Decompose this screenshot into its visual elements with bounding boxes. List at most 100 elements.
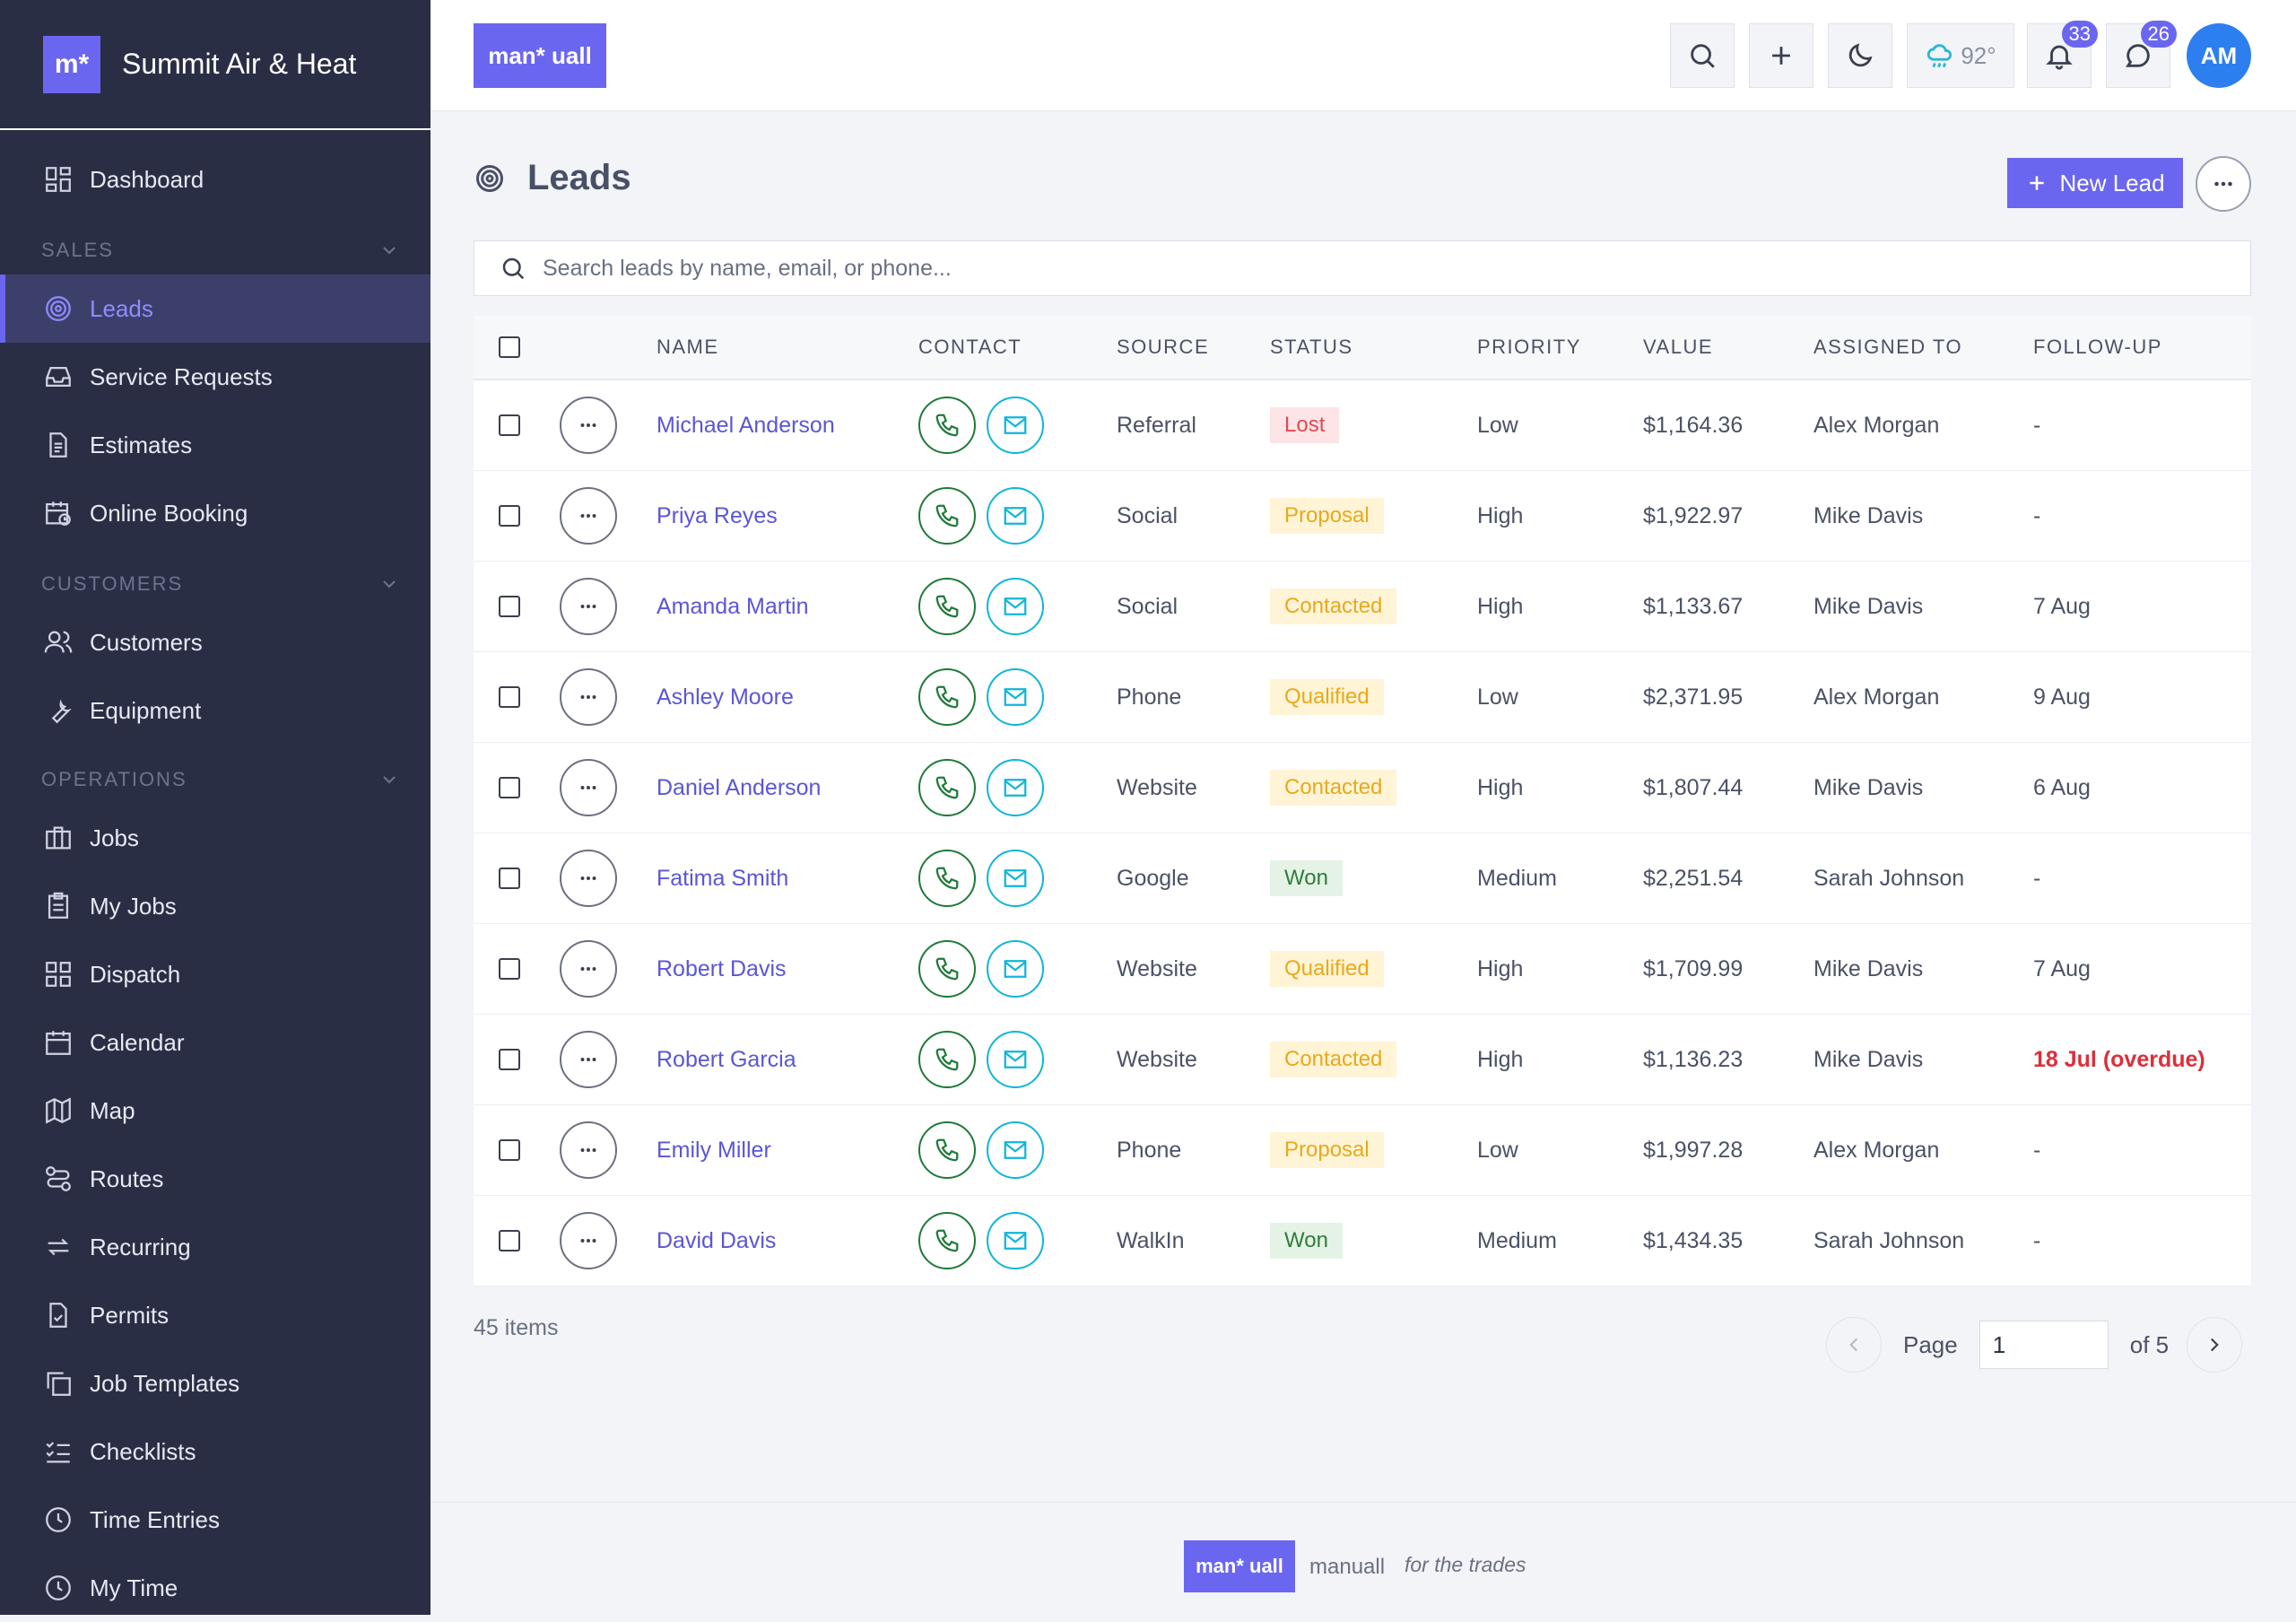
sidebar-item-service-requests[interactable]: Service Requests bbox=[0, 343, 430, 411]
row-actions-button[interactable] bbox=[560, 1121, 617, 1179]
email-button[interactable] bbox=[987, 1031, 1044, 1088]
call-button[interactable] bbox=[918, 1121, 976, 1179]
section-operations[interactable]: OPERATIONS bbox=[41, 768, 400, 791]
sidebar-item-permits[interactable]: Permits bbox=[0, 1281, 430, 1349]
row-actions-button[interactable] bbox=[560, 668, 617, 726]
next-page-button[interactable] bbox=[2187, 1317, 2243, 1373]
email-button[interactable] bbox=[987, 578, 1044, 635]
brand-logo[interactable]: m* bbox=[43, 35, 100, 93]
section-sales[interactable]: SALES bbox=[41, 239, 400, 262]
call-button[interactable] bbox=[918, 759, 976, 816]
call-button[interactable] bbox=[918, 1212, 976, 1269]
app-logo[interactable]: man* uall bbox=[474, 23, 606, 88]
row-checkbox[interactable] bbox=[499, 868, 520, 889]
lead-name-link[interactable]: Michael Anderson bbox=[657, 412, 835, 438]
email-button[interactable] bbox=[987, 1212, 1044, 1269]
lead-name-link[interactable]: Amanda Martin bbox=[657, 593, 809, 619]
table-row[interactable]: Amanda Martin Social Contacted High $1,133.6… bbox=[474, 562, 2251, 652]
column-priority[interactable]: PRIORITY bbox=[1477, 336, 1581, 358]
lead-name-link[interactable]: Fatima Smith bbox=[657, 865, 789, 891]
email-button[interactable] bbox=[987, 397, 1044, 454]
weather-widget[interactable]: 92° bbox=[1907, 23, 2014, 88]
sidebar-item-jobs[interactable]: Jobs bbox=[0, 804, 430, 872]
row-checkbox[interactable] bbox=[499, 1139, 520, 1161]
row-actions-button[interactable] bbox=[560, 397, 617, 454]
sidebar-item-my-time[interactable]: My Time bbox=[0, 1554, 430, 1622]
call-button[interactable] bbox=[918, 940, 976, 998]
lead-name-link[interactable]: Priya Reyes bbox=[657, 502, 778, 528]
table-row[interactable]: Emily Miller Phone Proposal Low $1,997.28 Ale… bbox=[474, 1105, 2251, 1196]
more-options-button[interactable] bbox=[2196, 156, 2251, 212]
row-actions-button[interactable] bbox=[560, 578, 617, 635]
table-row[interactable]: Fatima Smith Google Won Medium $2,251.54 Sara… bbox=[474, 833, 2251, 924]
search-input[interactable] bbox=[543, 255, 2157, 282]
call-button[interactable] bbox=[918, 578, 976, 635]
column-value[interactable]: VALUE bbox=[1643, 336, 1714, 358]
row-actions-button[interactable] bbox=[560, 940, 617, 998]
sidebar-item-customers[interactable]: Customers bbox=[0, 608, 430, 676]
row-checkbox[interactable] bbox=[499, 596, 520, 617]
email-button[interactable] bbox=[987, 668, 1044, 726]
email-button[interactable] bbox=[987, 487, 1044, 545]
lead-name-link[interactable]: David Davis bbox=[657, 1227, 777, 1253]
sidebar-item-checklists[interactable]: Checklists bbox=[0, 1417, 430, 1486]
column-assigned-to[interactable]: ASSIGNED TO bbox=[1813, 336, 1963, 358]
page-number-input[interactable] bbox=[1979, 1321, 2109, 1369]
call-button[interactable] bbox=[918, 487, 976, 545]
new-lead-button[interactable]: New Lead bbox=[2007, 158, 2183, 208]
table-row[interactable]: Robert Garcia Website Contacted High $1,136.… bbox=[474, 1015, 2251, 1105]
row-checkbox[interactable] bbox=[499, 505, 520, 527]
avatar[interactable]: AM bbox=[2187, 23, 2251, 88]
row-actions-button[interactable] bbox=[560, 850, 617, 907]
column-name[interactable]: NAME bbox=[657, 336, 719, 358]
sidebar-item-recurring[interactable]: Recurring bbox=[0, 1213, 430, 1281]
sidebar-item-map[interactable]: Map bbox=[0, 1077, 430, 1145]
email-button[interactable] bbox=[987, 850, 1044, 907]
row-actions-button[interactable] bbox=[560, 1031, 617, 1088]
email-button[interactable] bbox=[987, 940, 1044, 998]
column-source[interactable]: SOURCE bbox=[1117, 336, 1210, 358]
table-row[interactable]: Ashley Moore Phone Qualified Low $2,371.95 Al… bbox=[474, 652, 2251, 743]
lead-name-link[interactable]: Robert Davis bbox=[657, 955, 787, 981]
sidebar-item-estimates[interactable]: Estimates bbox=[0, 411, 430, 479]
row-actions-button[interactable] bbox=[560, 487, 617, 545]
lead-name-link[interactable]: Emily Miller bbox=[657, 1137, 771, 1163]
table-row[interactable]: David Davis WalkIn Won Medium $1,434.35 Sarah… bbox=[474, 1196, 2251, 1286]
row-actions-button[interactable] bbox=[560, 1212, 617, 1269]
row-checkbox[interactable] bbox=[499, 686, 520, 708]
column-status[interactable]: STATUS bbox=[1270, 336, 1353, 358]
column-follow-up[interactable]: FOLLOW-UP bbox=[2033, 336, 2162, 358]
search-button[interactable] bbox=[1670, 23, 1735, 88]
previous-page-button[interactable] bbox=[1826, 1317, 1882, 1373]
sidebar-item-online-booking[interactable]: Online Booking bbox=[0, 479, 430, 547]
messages-button[interactable]: 26 bbox=[2106, 21, 2177, 88]
add-button[interactable] bbox=[1749, 23, 1813, 88]
notifications-button[interactable]: 33 bbox=[2027, 21, 2098, 88]
call-button[interactable] bbox=[918, 668, 976, 726]
table-row[interactable]: Michael Anderson Referral Lost Low $1,164.36… bbox=[474, 380, 2251, 471]
row-checkbox[interactable] bbox=[499, 414, 520, 436]
call-button[interactable] bbox=[918, 1031, 976, 1088]
row-checkbox[interactable] bbox=[499, 958, 520, 980]
select-all-checkbox[interactable] bbox=[499, 336, 520, 358]
row-checkbox[interactable] bbox=[499, 1049, 520, 1070]
sidebar-item-calendar[interactable]: Calendar bbox=[0, 1008, 430, 1077]
call-button[interactable] bbox=[918, 397, 976, 454]
section-customers[interactable]: CUSTOMERS bbox=[41, 572, 400, 596]
lead-name-link[interactable]: Robert Garcia bbox=[657, 1046, 796, 1072]
call-button[interactable] bbox=[918, 850, 976, 907]
sidebar-item-leads[interactable]: Leads bbox=[0, 275, 430, 343]
row-checkbox[interactable] bbox=[499, 777, 520, 798]
dark-mode-toggle[interactable] bbox=[1828, 23, 1892, 88]
email-button[interactable] bbox=[987, 759, 1044, 816]
lead-name-link[interactable]: Ashley Moore bbox=[657, 684, 794, 710]
row-checkbox[interactable] bbox=[499, 1230, 520, 1251]
sidebar-item-routes[interactable]: Routes bbox=[0, 1145, 430, 1213]
table-row[interactable]: Priya Reyes Social Proposal High $1,922.97 Mi… bbox=[474, 471, 2251, 562]
sidebar-item-job-templates[interactable]: Job Templates bbox=[0, 1349, 430, 1417]
sidebar-item-my-jobs[interactable]: My Jobs bbox=[0, 872, 430, 940]
sidebar-item-equipment[interactable]: Equipment bbox=[0, 676, 430, 745]
row-actions-button[interactable] bbox=[560, 759, 617, 816]
sidebar-item-dashboard[interactable]: Dashboard bbox=[0, 145, 430, 214]
lead-name-link[interactable]: Daniel Anderson bbox=[657, 774, 822, 800]
